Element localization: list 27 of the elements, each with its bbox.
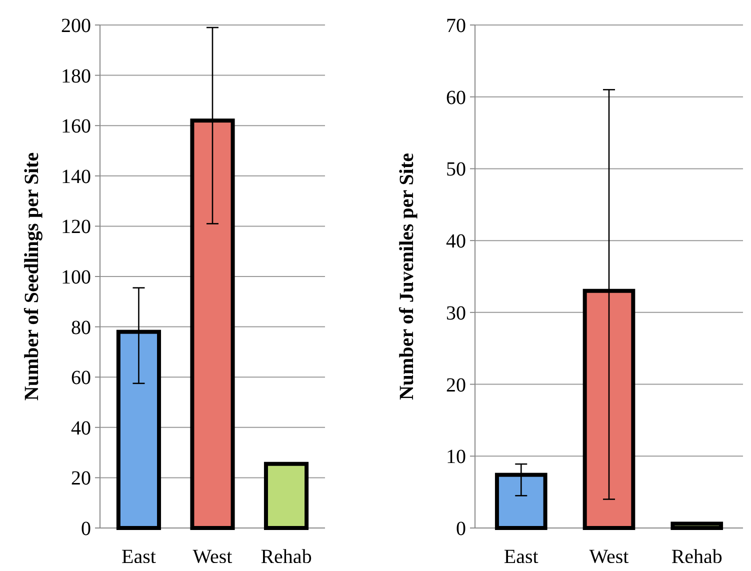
y-tick-label: 30: [446, 302, 466, 324]
y-tick-label: 100: [61, 266, 91, 288]
y-tick-label: 200: [61, 15, 91, 37]
y-tick-label: 140: [61, 166, 91, 188]
y-tick-label: 10: [446, 446, 466, 468]
y-axis-title: Number of Juveniles per Site: [396, 152, 418, 400]
y-tick-label: 80: [71, 316, 91, 339]
y-tick-label: 60: [71, 367, 91, 390]
y-tick-label: 40: [446, 230, 466, 253]
x-tick-label: Rehab: [260, 546, 312, 568]
x-tick-label: East: [504, 546, 539, 568]
x-tick-label: West: [192, 546, 233, 568]
y-tick-label: 50: [446, 158, 466, 181]
x-tick-label: East: [122, 546, 156, 568]
y-axis-title: Number of Seedlings per Site: [21, 152, 43, 401]
x-tick-label: West: [589, 546, 630, 568]
y-tick-label: 120: [61, 216, 91, 238]
y-tick-label: 0: [81, 518, 91, 540]
y-tick-label: 20: [71, 468, 91, 490]
y-tick-label: 0: [456, 518, 466, 540]
x-tick-label: Rehab: [671, 546, 722, 568]
y-tick-label: 160: [61, 116, 91, 138]
y-tick-label: 180: [61, 65, 91, 88]
y-tick-label: 70: [446, 15, 466, 37]
y-tick-label: 40: [71, 417, 91, 440]
y-tick-label: 20: [446, 374, 466, 396]
y-tick-label: 60: [446, 86, 466, 109]
